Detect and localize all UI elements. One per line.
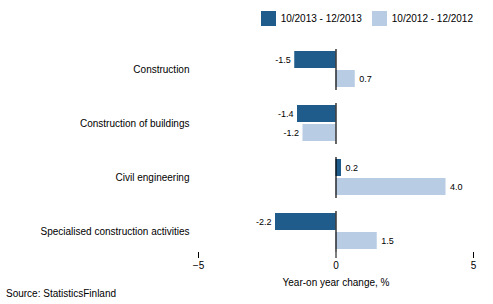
svg-text:−5: −5 bbox=[193, 260, 205, 271]
svg-text:Year-on year change, %: Year-on year change, % bbox=[283, 277, 390, 288]
svg-text:1.5: 1.5 bbox=[381, 236, 394, 246]
svg-text:-2.2: -2.2 bbox=[256, 217, 272, 227]
html-text:10/2013 - 12/2013: 10/2013 - 12/2013 bbox=[280, 13, 362, 24]
svg-text:-1.5: -1.5 bbox=[275, 55, 291, 65]
svg-text:4.0: 4.0 bbox=[450, 182, 463, 192]
svg-text:Specialised construction activ: Specialised construction activities bbox=[41, 226, 190, 237]
svg-text:0.2: 0.2 bbox=[346, 163, 359, 173]
svg-text:-1.4: -1.4 bbox=[278, 109, 294, 119]
svg-text:Construction: Construction bbox=[133, 64, 189, 75]
svg-text:5: 5 bbox=[471, 260, 477, 271]
svg-text:Civil engineering: Civil engineering bbox=[116, 172, 190, 183]
html-text:Source: StatisticsFinland: Source: StatisticsFinland bbox=[6, 288, 117, 299]
svg-text:Construction of buildings: Construction of buildings bbox=[80, 118, 190, 129]
svg-text:-1.2: -1.2 bbox=[283, 128, 299, 138]
html-text:10/2012 - 12/2012: 10/2012 - 12/2012 bbox=[391, 13, 473, 24]
svg-text:0.7: 0.7 bbox=[359, 74, 372, 84]
svg-text:0: 0 bbox=[333, 260, 339, 271]
